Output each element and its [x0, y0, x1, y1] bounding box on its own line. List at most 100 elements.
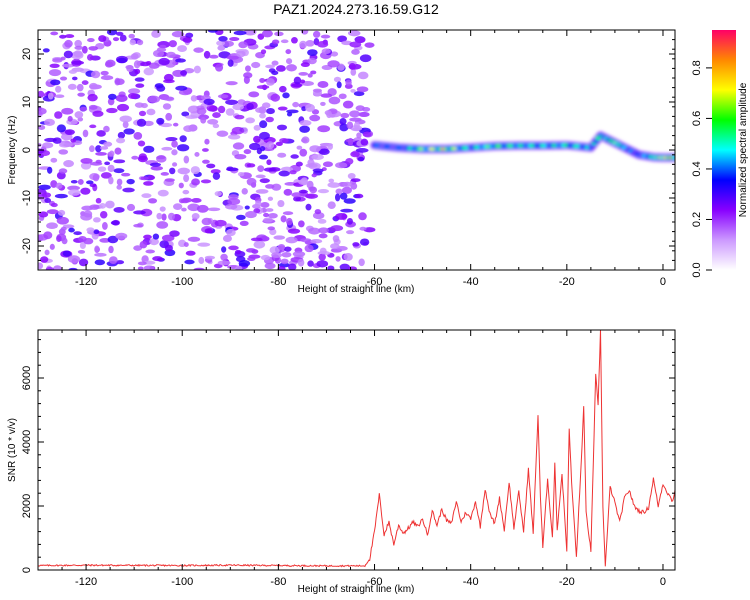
- signal-track-blob: [671, 156, 675, 160]
- noise-blob: [61, 63, 75, 68]
- noise-blob: [352, 242, 360, 247]
- noise-blob: [285, 64, 297, 72]
- noise-blob: [161, 213, 167, 221]
- noise-blob: [138, 110, 147, 117]
- noise-blob: [116, 178, 123, 186]
- noise-blob: [307, 73, 313, 78]
- noise-blob: [93, 229, 100, 235]
- noise-blob: [305, 203, 312, 211]
- noise-blob: [187, 236, 201, 242]
- noise-blob: [271, 60, 279, 66]
- noise-blob: [83, 210, 93, 218]
- noise-blob: [286, 217, 293, 226]
- noise-blob: [148, 62, 160, 69]
- noise-blob: [203, 98, 215, 105]
- noise-blob: [130, 53, 139, 60]
- noise-blob: [317, 80, 329, 88]
- noise-blob: [50, 79, 61, 86]
- noise-blob: [299, 125, 310, 133]
- noise-blob: [162, 103, 172, 110]
- noise-blob: [78, 258, 89, 267]
- noise-blob: [248, 91, 260, 98]
- noise-blob: [99, 203, 107, 209]
- noise-blob: [112, 37, 120, 42]
- noise-blob: [229, 37, 240, 42]
- noise-blob: [221, 246, 227, 253]
- noise-blob: [143, 181, 154, 186]
- noise-blob: [298, 179, 308, 185]
- noise-blob: [119, 34, 127, 42]
- noise-blob: [297, 258, 305, 267]
- noise-blob: [143, 67, 155, 76]
- noise-blob: [204, 138, 210, 145]
- noise-blob: [156, 212, 163, 220]
- noise-blob: [115, 94, 128, 102]
- noise-blob: [212, 123, 220, 129]
- noise-blob: [183, 125, 194, 132]
- noise-blob: [339, 263, 350, 270]
- noise-blob: [265, 141, 275, 150]
- noise-blob: [76, 83, 84, 92]
- noise-blob: [204, 228, 213, 234]
- noise-blob: [94, 245, 100, 254]
- noise-blob: [279, 85, 287, 93]
- noise-blob: [298, 220, 305, 228]
- noise-blob: [335, 213, 348, 220]
- noise-blob: [260, 254, 271, 261]
- noise-blob: [158, 57, 170, 66]
- spectrogram-y-axis-label: Frequency (Hz): [7, 116, 18, 185]
- noise-blob: [299, 148, 308, 157]
- noise-blob: [79, 106, 88, 112]
- noise-blob: [156, 117, 165, 125]
- noise-blob: [80, 162, 92, 170]
- noise-blob: [148, 198, 158, 204]
- noise-blob: [42, 48, 50, 53]
- noise-blob: [217, 260, 231, 266]
- noise-blob: [307, 57, 317, 65]
- noise-blob: [305, 103, 315, 112]
- snr-panel: -120 -100 -80 -60 -40 -20 0 0 2000 4000 6000 Heig…: [7, 329, 676, 595]
- noise-blob: [293, 76, 302, 85]
- noise-blob: [173, 203, 183, 211]
- noise-blob: [353, 121, 360, 130]
- spectrogram-y-tick-label: -10: [21, 190, 33, 206]
- noise-blob: [150, 165, 163, 171]
- noise-blob: [266, 78, 275, 86]
- noise-blob: [259, 120, 268, 129]
- noise-blob: [214, 219, 227, 227]
- noise-blob: [128, 88, 141, 95]
- noise-blob: [277, 106, 288, 111]
- noise-blob: [178, 89, 192, 96]
- noise-blob: [117, 131, 126, 139]
- noise-blob: [50, 180, 58, 188]
- noise-blob: [291, 37, 298, 44]
- spectrogram-x-axis: -120 -100 -80 -60 -40 -20 0: [37, 30, 666, 288]
- noise-blob: [358, 212, 367, 221]
- noise-blob: [345, 157, 354, 165]
- noise-blob: [79, 241, 86, 250]
- colorbar-fill: [712, 30, 736, 270]
- noise-blob: [183, 174, 190, 183]
- noise-blob: [246, 102, 254, 111]
- noise-blob: [244, 205, 250, 210]
- noise-blob: [58, 149, 69, 155]
- noise-blob: [201, 217, 212, 226]
- noise-blob: [89, 82, 98, 90]
- noise-blob: [327, 182, 341, 188]
- noise-blob: [99, 210, 108, 219]
- noise-blob: [333, 76, 342, 83]
- noise-blob: [316, 260, 329, 268]
- noise-blob: [359, 54, 372, 63]
- noise-blob: [267, 196, 274, 201]
- noise-blob: [137, 155, 148, 163]
- noise-blob: [225, 203, 238, 210]
- noise-blob: [143, 265, 155, 270]
- snr-x-tick-label: -80: [270, 576, 286, 588]
- noise-blob: [67, 115, 73, 122]
- noise-blob: [265, 64, 276, 69]
- noise-blob: [236, 50, 246, 58]
- noise-blob: [77, 92, 85, 97]
- noise-blob: [68, 69, 77, 74]
- colorbar-tick-label: 0.4: [691, 161, 703, 176]
- noise-blob: [226, 55, 239, 60]
